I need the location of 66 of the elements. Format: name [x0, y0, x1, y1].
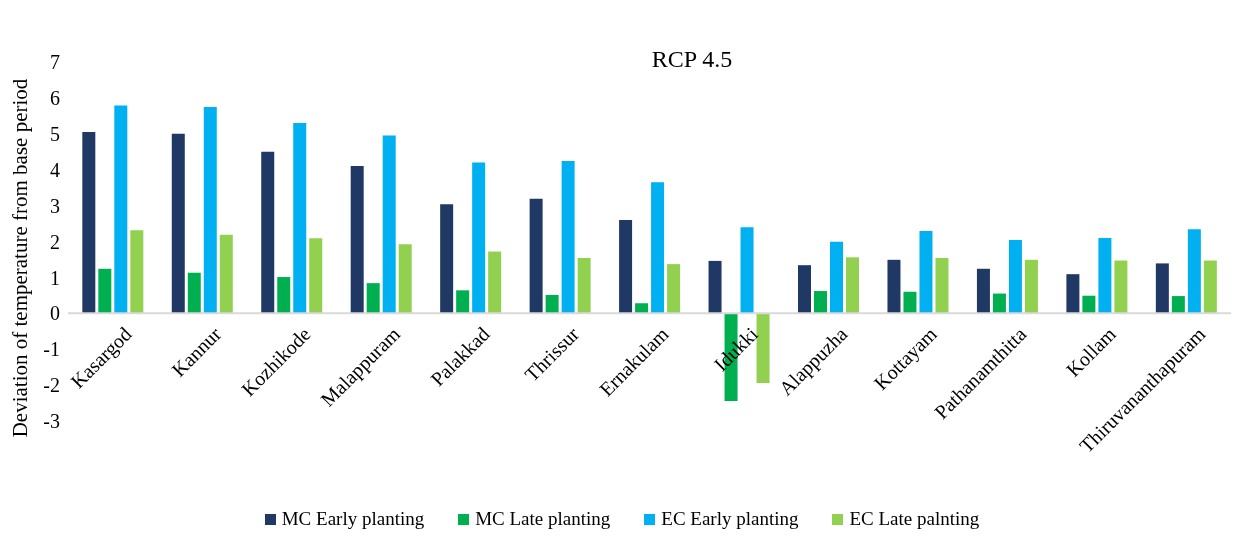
bar	[309, 238, 323, 314]
bar	[577, 258, 591, 314]
bar	[440, 204, 454, 314]
bar	[1082, 295, 1096, 314]
bar	[976, 268, 990, 314]
bar	[529, 198, 543, 314]
bar	[992, 293, 1006, 314]
bar	[619, 219, 633, 314]
y-tick-label: -1	[43, 338, 60, 361]
y-tick-label: 5	[50, 122, 60, 145]
legend-label: EC Late palnting	[849, 508, 980, 530]
bar	[667, 264, 681, 314]
legend-label: EC Early planting	[661, 508, 799, 530]
legend-label: MC Early planting	[281, 508, 425, 530]
bar	[488, 251, 502, 314]
bar	[1203, 260, 1217, 314]
bar	[203, 106, 217, 314]
y-tick-label: 7	[50, 51, 60, 74]
bar	[1155, 263, 1169, 314]
bar	[350, 166, 364, 314]
y-tick-label: 0	[50, 302, 60, 325]
bar	[1187, 229, 1201, 314]
bar	[1066, 274, 1080, 314]
y-tick-label: 3	[50, 194, 60, 217]
bar	[846, 257, 860, 314]
bar	[1098, 237, 1112, 314]
bar	[545, 294, 559, 314]
bar	[171, 133, 185, 314]
bar	[98, 268, 112, 314]
bar	[1008, 240, 1022, 314]
legend-label: MC Late planting	[475, 508, 611, 530]
y-axis-title: Deviation of temperature from base period	[7, 78, 33, 438]
bar	[903, 291, 917, 314]
bar	[187, 272, 201, 314]
bar	[472, 162, 486, 314]
y-tick-label: -3	[43, 410, 60, 433]
bar	[366, 283, 380, 314]
y-tick-label: 4	[50, 158, 60, 181]
bar	[740, 227, 754, 314]
bar	[830, 241, 844, 314]
bar	[561, 161, 575, 314]
bar	[651, 182, 665, 314]
bar	[219, 234, 233, 314]
bar	[82, 132, 96, 314]
bar	[935, 258, 949, 314]
bar	[293, 123, 307, 314]
bar	[114, 105, 128, 314]
bar	[382, 135, 396, 314]
bar	[814, 291, 828, 314]
bar	[1114, 260, 1128, 314]
bar	[261, 151, 275, 314]
bar	[456, 290, 470, 314]
y-tick-label: 2	[50, 230, 60, 253]
bar	[708, 260, 722, 314]
bar	[398, 244, 412, 314]
bar	[798, 265, 812, 314]
bar	[1171, 296, 1185, 314]
bar	[1024, 259, 1038, 314]
y-tick-label: 1	[50, 266, 60, 289]
bar	[919, 231, 933, 314]
y-tick-label: 6	[50, 87, 60, 109]
bar	[887, 259, 901, 314]
chart-title: RCP 4.5	[651, 46, 733, 72]
bar	[277, 277, 291, 314]
bar	[130, 230, 144, 314]
y-tick-label: -2	[43, 374, 60, 397]
